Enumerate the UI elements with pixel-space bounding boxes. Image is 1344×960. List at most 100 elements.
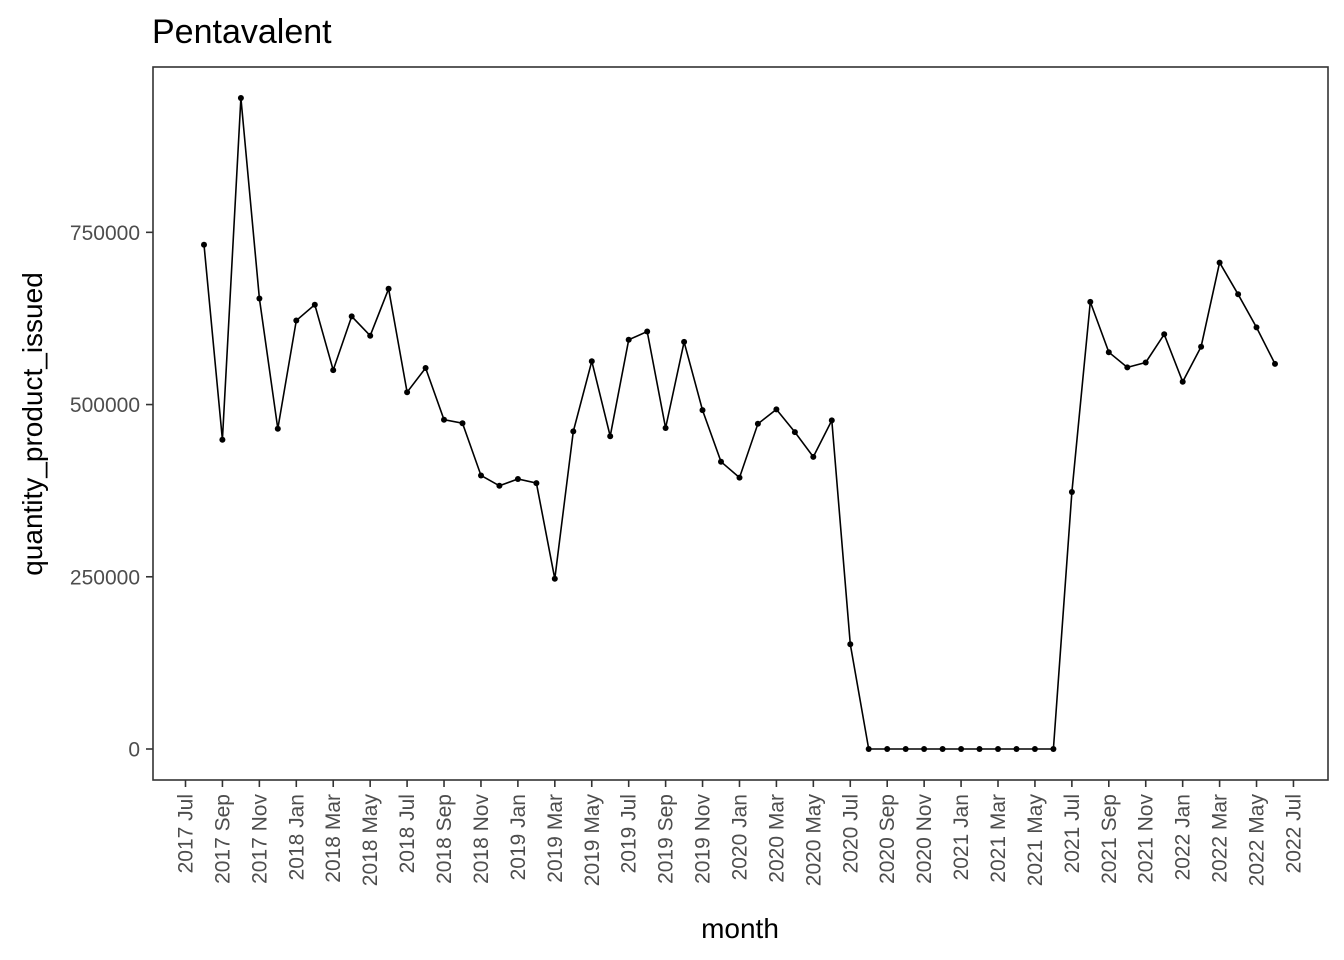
x-tick-label: 2022 Jul xyxy=(1282,794,1305,873)
x-tick-label: 2020 Mar xyxy=(765,794,788,883)
y-tick-label: 0 xyxy=(128,739,140,762)
data-point xyxy=(828,417,835,424)
data-point xyxy=(847,641,854,648)
data-point xyxy=(791,429,798,436)
data-point xyxy=(644,328,651,335)
data-point xyxy=(385,285,392,292)
x-axis-title: month xyxy=(701,913,779,944)
x-tick-label: 2019 Mar xyxy=(544,794,567,883)
data-point xyxy=(699,407,706,414)
data-point xyxy=(588,358,595,365)
x-tick-label: 2022 Mar xyxy=(1209,794,1232,883)
y-tick-label: 750000 xyxy=(70,222,140,245)
data-point xyxy=(884,746,891,752)
data-point xyxy=(533,480,540,487)
data-point xyxy=(293,317,300,324)
data-point xyxy=(496,482,503,489)
data-point xyxy=(1272,360,1278,367)
y-tick-label: 250000 xyxy=(70,566,140,589)
data-point xyxy=(607,433,614,440)
data-point xyxy=(1105,349,1112,356)
x-tick-label: 2022 Jan xyxy=(1172,794,1195,880)
x-tick-label: 2018 Mar xyxy=(322,794,345,883)
x-tick-label: 2017 Jul xyxy=(175,794,198,873)
data-point xyxy=(1179,378,1186,385)
data-point xyxy=(810,453,817,460)
data-point xyxy=(367,332,374,339)
data-point xyxy=(1068,489,1075,495)
data-point xyxy=(256,295,263,302)
y-tick-label: 500000 xyxy=(70,394,140,417)
data-point xyxy=(1013,746,1020,752)
x-tick-label: 2019 May xyxy=(581,794,604,887)
x-tick-label: 2018 Jul xyxy=(396,794,419,873)
chart-title: Pentavalent xyxy=(152,13,332,51)
data-point xyxy=(514,476,521,482)
data-point xyxy=(995,746,1001,752)
data-point xyxy=(754,420,761,427)
x-tick-label: 2021 May xyxy=(1024,794,1047,887)
data-point xyxy=(1031,746,1038,752)
x-tick-label: 2020 Nov xyxy=(913,794,936,884)
data-point xyxy=(976,746,983,752)
data-point xyxy=(1253,324,1260,331)
data-point xyxy=(274,425,281,432)
x-tick-label: 2020 May xyxy=(802,794,825,887)
x-tick-label: 2019 Jul xyxy=(618,794,641,873)
x-tick-label: 2018 Nov xyxy=(470,794,493,884)
data-point xyxy=(865,746,872,752)
data-point xyxy=(570,428,577,435)
data-point xyxy=(219,436,226,443)
plot-panel xyxy=(152,66,1329,781)
x-tick-label: 2018 Jan xyxy=(285,794,308,880)
data-point xyxy=(348,313,355,320)
data-point xyxy=(1142,359,1149,366)
x-tick-label: 2020 Jan xyxy=(728,794,751,880)
data-point xyxy=(237,95,244,101)
data-point xyxy=(201,241,207,248)
x-tick-label: 2022 May xyxy=(1246,794,1269,887)
x-tick-label: 2021 Jan xyxy=(950,794,973,880)
data-point xyxy=(1087,298,1094,305)
x-tick-label: 2020 Jul xyxy=(839,794,862,873)
x-tick-label: 2018 Sep xyxy=(433,794,456,884)
data-point xyxy=(681,338,688,345)
x-tick-label: 2021 Sep xyxy=(1098,794,1121,884)
x-tick-label: 2019 Nov xyxy=(692,794,715,884)
x-tick-label: 2021 Jul xyxy=(1061,794,1084,873)
data-point xyxy=(939,746,946,752)
x-tick-label: 2019 Sep xyxy=(655,794,678,884)
data-point xyxy=(625,336,632,343)
data-point xyxy=(404,389,411,396)
x-tick-label: 2019 Jan xyxy=(507,794,530,880)
y-axis: 0 250000 500000 750000 xyxy=(70,222,153,762)
data-point xyxy=(921,746,928,752)
x-tick-label: 2021 Mar xyxy=(987,794,1010,883)
x-tick-label: 2017 Nov xyxy=(248,794,271,884)
data-point xyxy=(958,746,965,752)
x-tick-label: 2017 Sep xyxy=(211,794,234,884)
data-point xyxy=(478,472,484,479)
data-point xyxy=(1216,259,1223,266)
data-point xyxy=(330,367,337,374)
data-point xyxy=(441,416,447,423)
data-point xyxy=(311,301,318,308)
data-point xyxy=(1198,343,1205,350)
x-tick-label: 2020 Sep xyxy=(876,794,899,884)
x-tick-label: 2018 May xyxy=(359,794,382,887)
data-points xyxy=(201,95,1278,752)
data-point xyxy=(422,365,429,371)
data-point xyxy=(902,746,909,752)
x-axis: 2017 Jul 2017 Sep 2017 Nov 2018 Jan 2018 Mar… xyxy=(175,780,1305,887)
x-tick-label: 2021 Nov xyxy=(1135,794,1158,884)
data-point xyxy=(662,425,669,431)
data-point xyxy=(459,420,466,427)
data-point xyxy=(718,458,724,465)
data-point xyxy=(773,406,780,413)
data-point xyxy=(1235,291,1242,298)
y-axis-title: quantity_product_issued xyxy=(17,272,48,576)
data-point xyxy=(736,474,743,481)
data-point xyxy=(1161,331,1168,338)
data-point xyxy=(1050,746,1057,752)
